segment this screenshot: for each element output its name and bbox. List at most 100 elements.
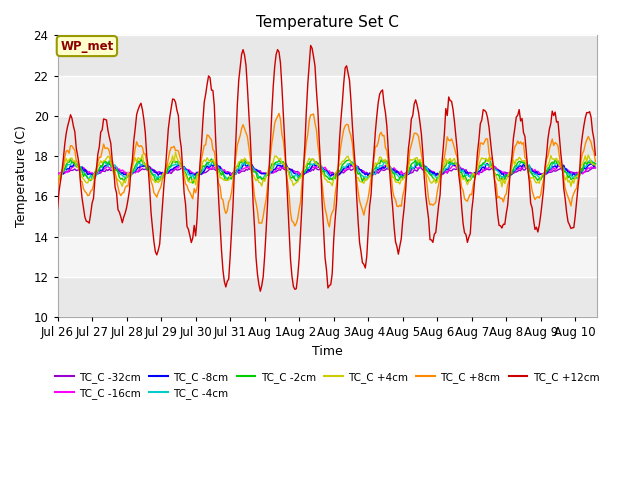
TC_C -4cm: [188, 175, 195, 180]
Y-axis label: Temperature (C): Temperature (C): [15, 125, 28, 227]
TC_C +12cm: [54, 205, 61, 211]
TC_C +4cm: [239, 159, 247, 165]
TC_C -32cm: [324, 169, 332, 175]
TC_C -16cm: [297, 173, 305, 179]
TC_C -4cm: [54, 176, 61, 181]
Bar: [58, 116, 597, 156]
TC_C -4cm: [241, 162, 248, 168]
TC_C -4cm: [326, 173, 333, 179]
TC_C +4cm: [172, 149, 179, 155]
TC_C -16cm: [378, 165, 385, 170]
Bar: [58, 237, 597, 277]
Line: TC_C -32cm: TC_C -32cm: [58, 167, 595, 176]
TC_C -8cm: [71, 159, 79, 165]
TC_C -32cm: [355, 164, 362, 169]
TC_C +12cm: [257, 288, 264, 294]
Bar: [58, 156, 597, 196]
Line: TC_C -8cm: TC_C -8cm: [58, 162, 595, 179]
TC_C +4cm: [188, 180, 195, 186]
TC_C -2cm: [189, 180, 196, 186]
TC_C +4cm: [324, 179, 332, 185]
TC_C +12cm: [186, 233, 194, 239]
TC_C -2cm: [229, 170, 237, 176]
Bar: [58, 277, 597, 317]
TC_C -2cm: [573, 172, 580, 178]
TC_C -32cm: [591, 164, 599, 170]
TC_C +8cm: [186, 190, 194, 195]
TC_C -8cm: [501, 176, 509, 181]
TC_C +8cm: [379, 133, 387, 139]
TC_C +8cm: [238, 125, 246, 131]
TC_C -16cm: [227, 170, 234, 176]
TC_C +4cm: [378, 155, 385, 160]
X-axis label: Time: Time: [312, 345, 342, 358]
TC_C +4cm: [54, 173, 61, 179]
TC_C -4cm: [591, 162, 599, 168]
TC_C -2cm: [591, 161, 599, 167]
TC_C +8cm: [326, 224, 333, 230]
TC_C -16cm: [455, 162, 463, 168]
TC_C +12cm: [573, 198, 580, 204]
TC_C -2cm: [188, 175, 195, 180]
Line: TC_C -4cm: TC_C -4cm: [58, 160, 595, 179]
TC_C -32cm: [188, 169, 195, 175]
TC_C -8cm: [188, 170, 195, 176]
TC_C -16cm: [54, 172, 61, 178]
TC_C -8cm: [324, 169, 332, 175]
TC_C -8cm: [54, 174, 61, 180]
Line: TC_C +8cm: TC_C +8cm: [58, 113, 595, 227]
TC_C -4cm: [379, 163, 387, 169]
TC_C +12cm: [326, 283, 333, 288]
TC_C -8cm: [228, 173, 236, 179]
Bar: [58, 196, 597, 237]
TC_C -32cm: [573, 169, 580, 175]
Line: TC_C +12cm: TC_C +12cm: [58, 46, 595, 291]
TC_C -2cm: [326, 177, 333, 182]
Line: TC_C -2cm: TC_C -2cm: [58, 159, 595, 183]
TC_C -4cm: [85, 176, 93, 182]
TC_C -4cm: [573, 176, 580, 181]
TC_C -4cm: [209, 157, 217, 163]
TC_C -16cm: [186, 168, 194, 173]
TC_C -2cm: [241, 157, 248, 163]
TC_C +12cm: [379, 87, 387, 93]
TC_C +8cm: [573, 185, 580, 191]
TC_C -32cm: [228, 171, 236, 177]
TC_C +12cm: [238, 51, 246, 57]
Line: TC_C -16cm: TC_C -16cm: [58, 165, 595, 176]
TC_C -32cm: [379, 167, 387, 173]
TC_C +4cm: [498, 184, 506, 190]
TC_C -16cm: [238, 166, 246, 172]
TC_C -4cm: [229, 173, 237, 179]
Line: TC_C +4cm: TC_C +4cm: [58, 152, 595, 187]
TC_C +8cm: [227, 196, 234, 202]
TC_C +12cm: [591, 152, 599, 158]
TC_C -2cm: [54, 174, 61, 180]
TC_C +4cm: [573, 173, 580, 179]
TC_C +8cm: [324, 220, 332, 226]
TC_C +12cm: [227, 254, 234, 260]
TC_C +8cm: [591, 158, 599, 164]
TC_C -8cm: [239, 162, 247, 168]
TC_C -32cm: [160, 173, 168, 179]
Legend: TC_C -32cm, TC_C -16cm, TC_C -8cm, TC_C -4cm, TC_C -2cm, TC_C +4cm, TC_C +8cm, T: TC_C -32cm, TC_C -16cm, TC_C -8cm, TC_C …: [51, 368, 604, 403]
TC_C -8cm: [591, 161, 599, 167]
Title: Temperature Set C: Temperature Set C: [256, 15, 399, 30]
TC_C -2cm: [137, 156, 145, 162]
TC_C -8cm: [573, 172, 580, 178]
TC_C -32cm: [54, 170, 61, 176]
TC_C -16cm: [573, 171, 580, 177]
TC_C +8cm: [275, 110, 283, 116]
TC_C -16cm: [591, 165, 599, 171]
TC_C -16cm: [324, 168, 332, 174]
TC_C +8cm: [54, 185, 61, 191]
TC_C -8cm: [378, 166, 385, 172]
Text: WP_met: WP_met: [60, 39, 113, 53]
TC_C +12cm: [307, 43, 314, 48]
TC_C +4cm: [591, 162, 599, 168]
TC_C -2cm: [379, 159, 387, 165]
TC_C -32cm: [239, 168, 247, 174]
Bar: [58, 76, 597, 116]
TC_C +4cm: [228, 173, 236, 179]
Bar: [58, 36, 597, 76]
